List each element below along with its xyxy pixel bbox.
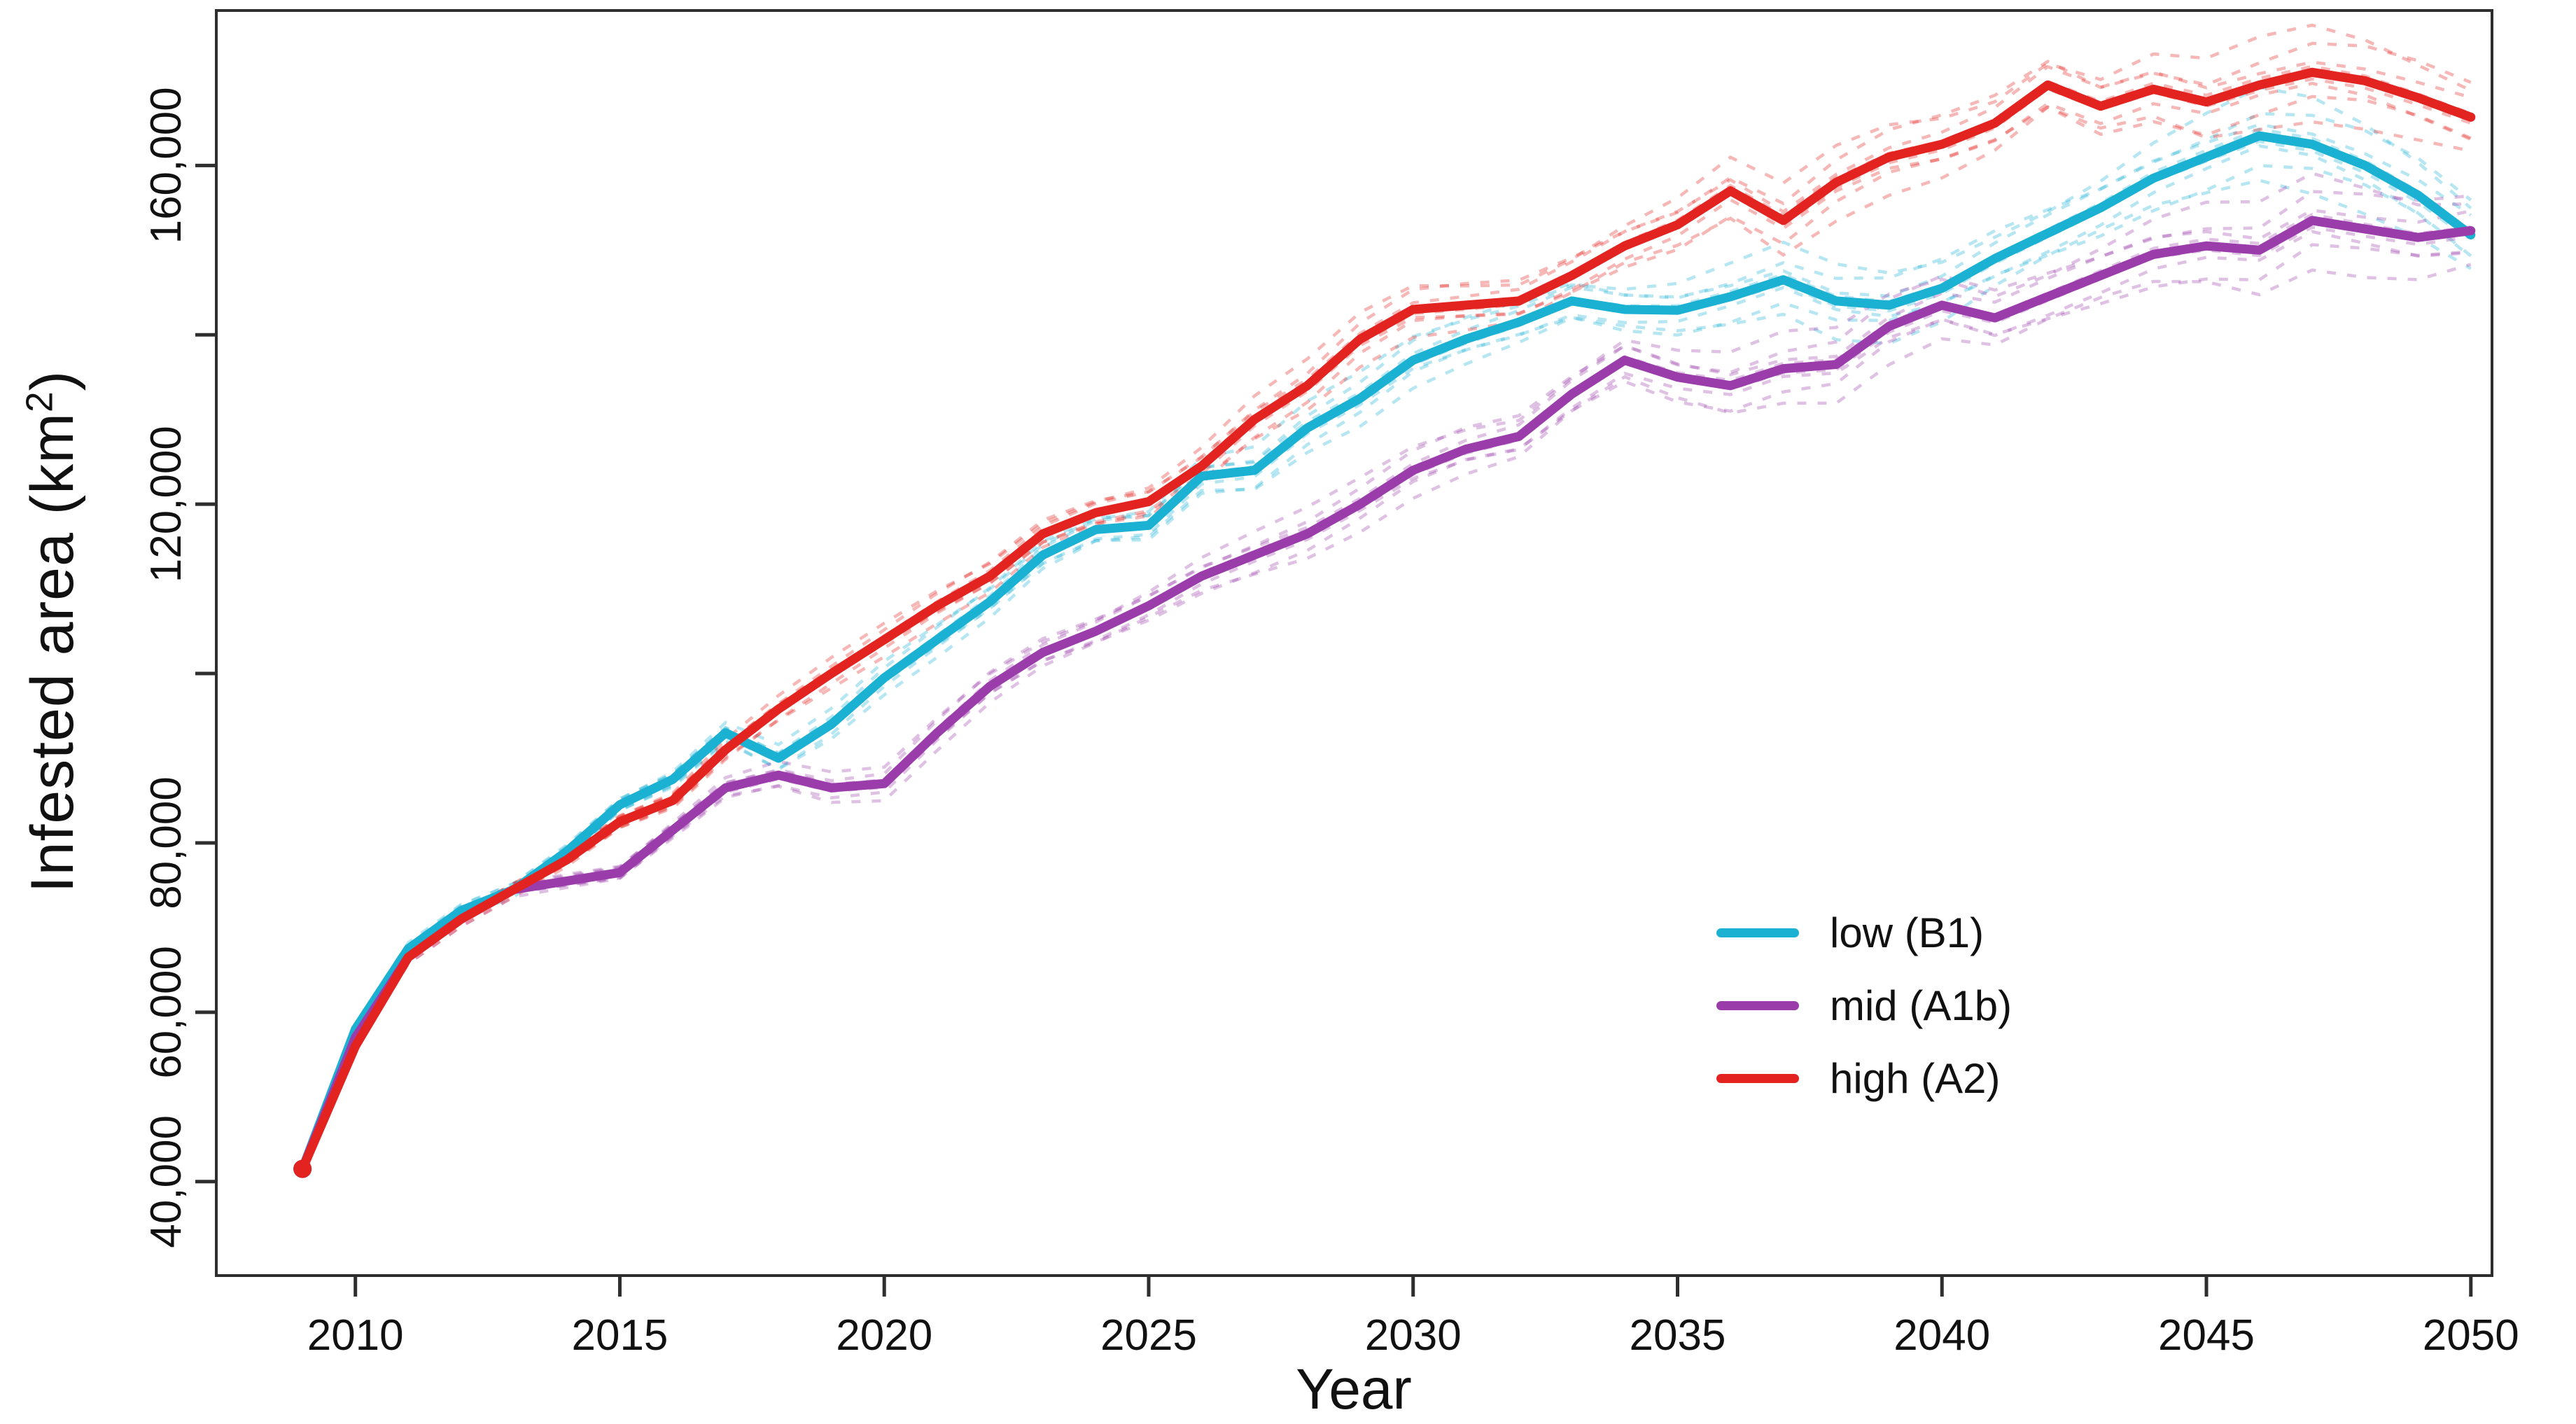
- ensemble-run-0: [301, 179, 2472, 1173]
- ensemble-run-2: [301, 81, 2472, 1171]
- series-start-dot: [293, 1159, 312, 1178]
- legend-label-low-b1: low (B1): [1830, 909, 1984, 956]
- x-tick-label: 2025: [1100, 1311, 1197, 1360]
- x-tick-label: 2020: [836, 1311, 932, 1360]
- ensemble-run-0: [301, 123, 2472, 1168]
- ensemble-run-1: [301, 225, 2472, 1170]
- legend-label-high-a2: high (A2): [1830, 1054, 2001, 1102]
- ensemble-run-1: [301, 230, 2471, 1171]
- y-tick-label: 120,000: [142, 426, 190, 582]
- y-axis-title-close: ): [19, 370, 86, 391]
- ensemble-run-0: [301, 112, 2472, 1168]
- ensemble-run-1: [301, 172, 2471, 1166]
- y-axis-title-text: Infested area (km: [19, 412, 86, 893]
- ensemble-run-0: [301, 85, 2472, 1166]
- x-tick-label: 2015: [571, 1311, 668, 1360]
- ensemble-run-2: [301, 41, 2472, 1168]
- ensemble-run-2: [301, 95, 2472, 1173]
- series-line-mid-a1b: [298, 216, 2476, 1174]
- x-tick-label: 2035: [1630, 1311, 1726, 1360]
- y-tick-label: 60,000: [142, 946, 190, 1079]
- x-tick-label: 2010: [307, 1311, 404, 1360]
- ensemble-run-2: [301, 23, 2472, 1166]
- x-tick-label: 2050: [2423, 1311, 2519, 1360]
- x-axis-title: Year: [1296, 1357, 1412, 1421]
- x-tick-label: 2045: [2158, 1311, 2255, 1360]
- legend-item-high-a2: high (A2): [1716, 1042, 2012, 1115]
- ensemble-run-2: [301, 105, 2472, 1173]
- y-axis-title: Infested area (km2): [18, 370, 88, 893]
- ensemble-run-0: [301, 139, 2472, 1170]
- series-line-low-b1: [298, 131, 2476, 1174]
- y-axis-title-superscript: 2: [19, 391, 61, 413]
- plot-border: [215, 9, 2493, 1277]
- x-tick-label: 2040: [1893, 1311, 1990, 1360]
- ensemble-run-2: [301, 64, 2472, 1169]
- y-tick-label: 160,000: [142, 87, 190, 244]
- legend: low (B1) mid (A1b) high (A2): [1716, 896, 2012, 1115]
- legend-line-mid-a1b: [1716, 1000, 1799, 1010]
- legend-item-mid-a1b: mid (A1b): [1716, 969, 2012, 1042]
- y-tick-label: 40,000: [142, 1115, 190, 1248]
- ensemble-run-0: [301, 127, 2472, 1169]
- ensemble-run-1: [301, 213, 2472, 1169]
- series-line-high-a2: [298, 67, 2476, 1174]
- legend-line-low-b1: [1716, 928, 1799, 937]
- y-tick-label: 80,000: [142, 776, 190, 909]
- ensemble-run-2: [301, 60, 2472, 1168]
- x-tick-label: 2030: [1365, 1311, 1462, 1360]
- ensemble-run-1: [301, 209, 2472, 1168]
- legend-item-low-b1: low (B1): [1716, 896, 2012, 969]
- ensemble-run-0: [301, 164, 2472, 1173]
- ensemble-run-1: [301, 263, 2472, 1173]
- legend-line-high-a2: [1716, 1073, 1799, 1083]
- legend-label-mid-a1b: mid (A1b): [1830, 982, 2012, 1029]
